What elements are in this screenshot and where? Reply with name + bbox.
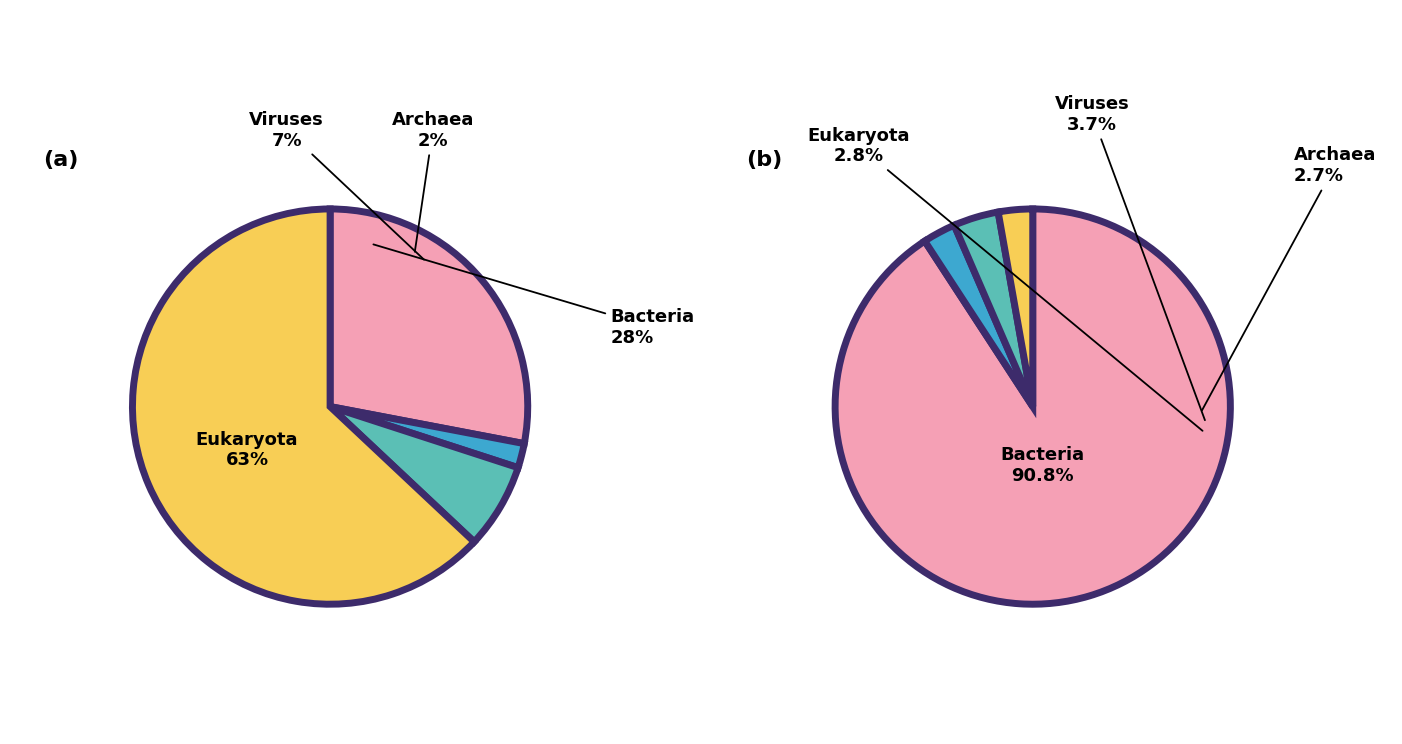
Wedge shape	[836, 209, 1231, 604]
Wedge shape	[955, 212, 1033, 406]
Text: Bacteria
90.8%: Bacteria 90.8%	[1001, 446, 1085, 485]
Wedge shape	[925, 225, 1033, 406]
Text: Eukaryota
2.8%: Eukaryota 2.8%	[808, 126, 1203, 431]
Text: Bacteria
28%: Bacteria 28%	[373, 244, 695, 347]
Text: (a): (a)	[43, 150, 79, 170]
Wedge shape	[998, 209, 1033, 406]
Wedge shape	[329, 406, 524, 468]
Text: Archaea
2%: Archaea 2%	[391, 111, 474, 251]
Wedge shape	[329, 406, 519, 542]
Text: (b): (b)	[746, 150, 782, 170]
Wedge shape	[132, 209, 474, 604]
Text: Viruses
7%: Viruses 7%	[250, 111, 423, 260]
Text: Archaea
2.7%: Archaea 2.7%	[1202, 147, 1375, 411]
Text: Viruses
3.7%: Viruses 3.7%	[1054, 95, 1204, 420]
Wedge shape	[329, 209, 527, 443]
Text: Eukaryota
63%: Eukaryota 63%	[196, 431, 299, 469]
